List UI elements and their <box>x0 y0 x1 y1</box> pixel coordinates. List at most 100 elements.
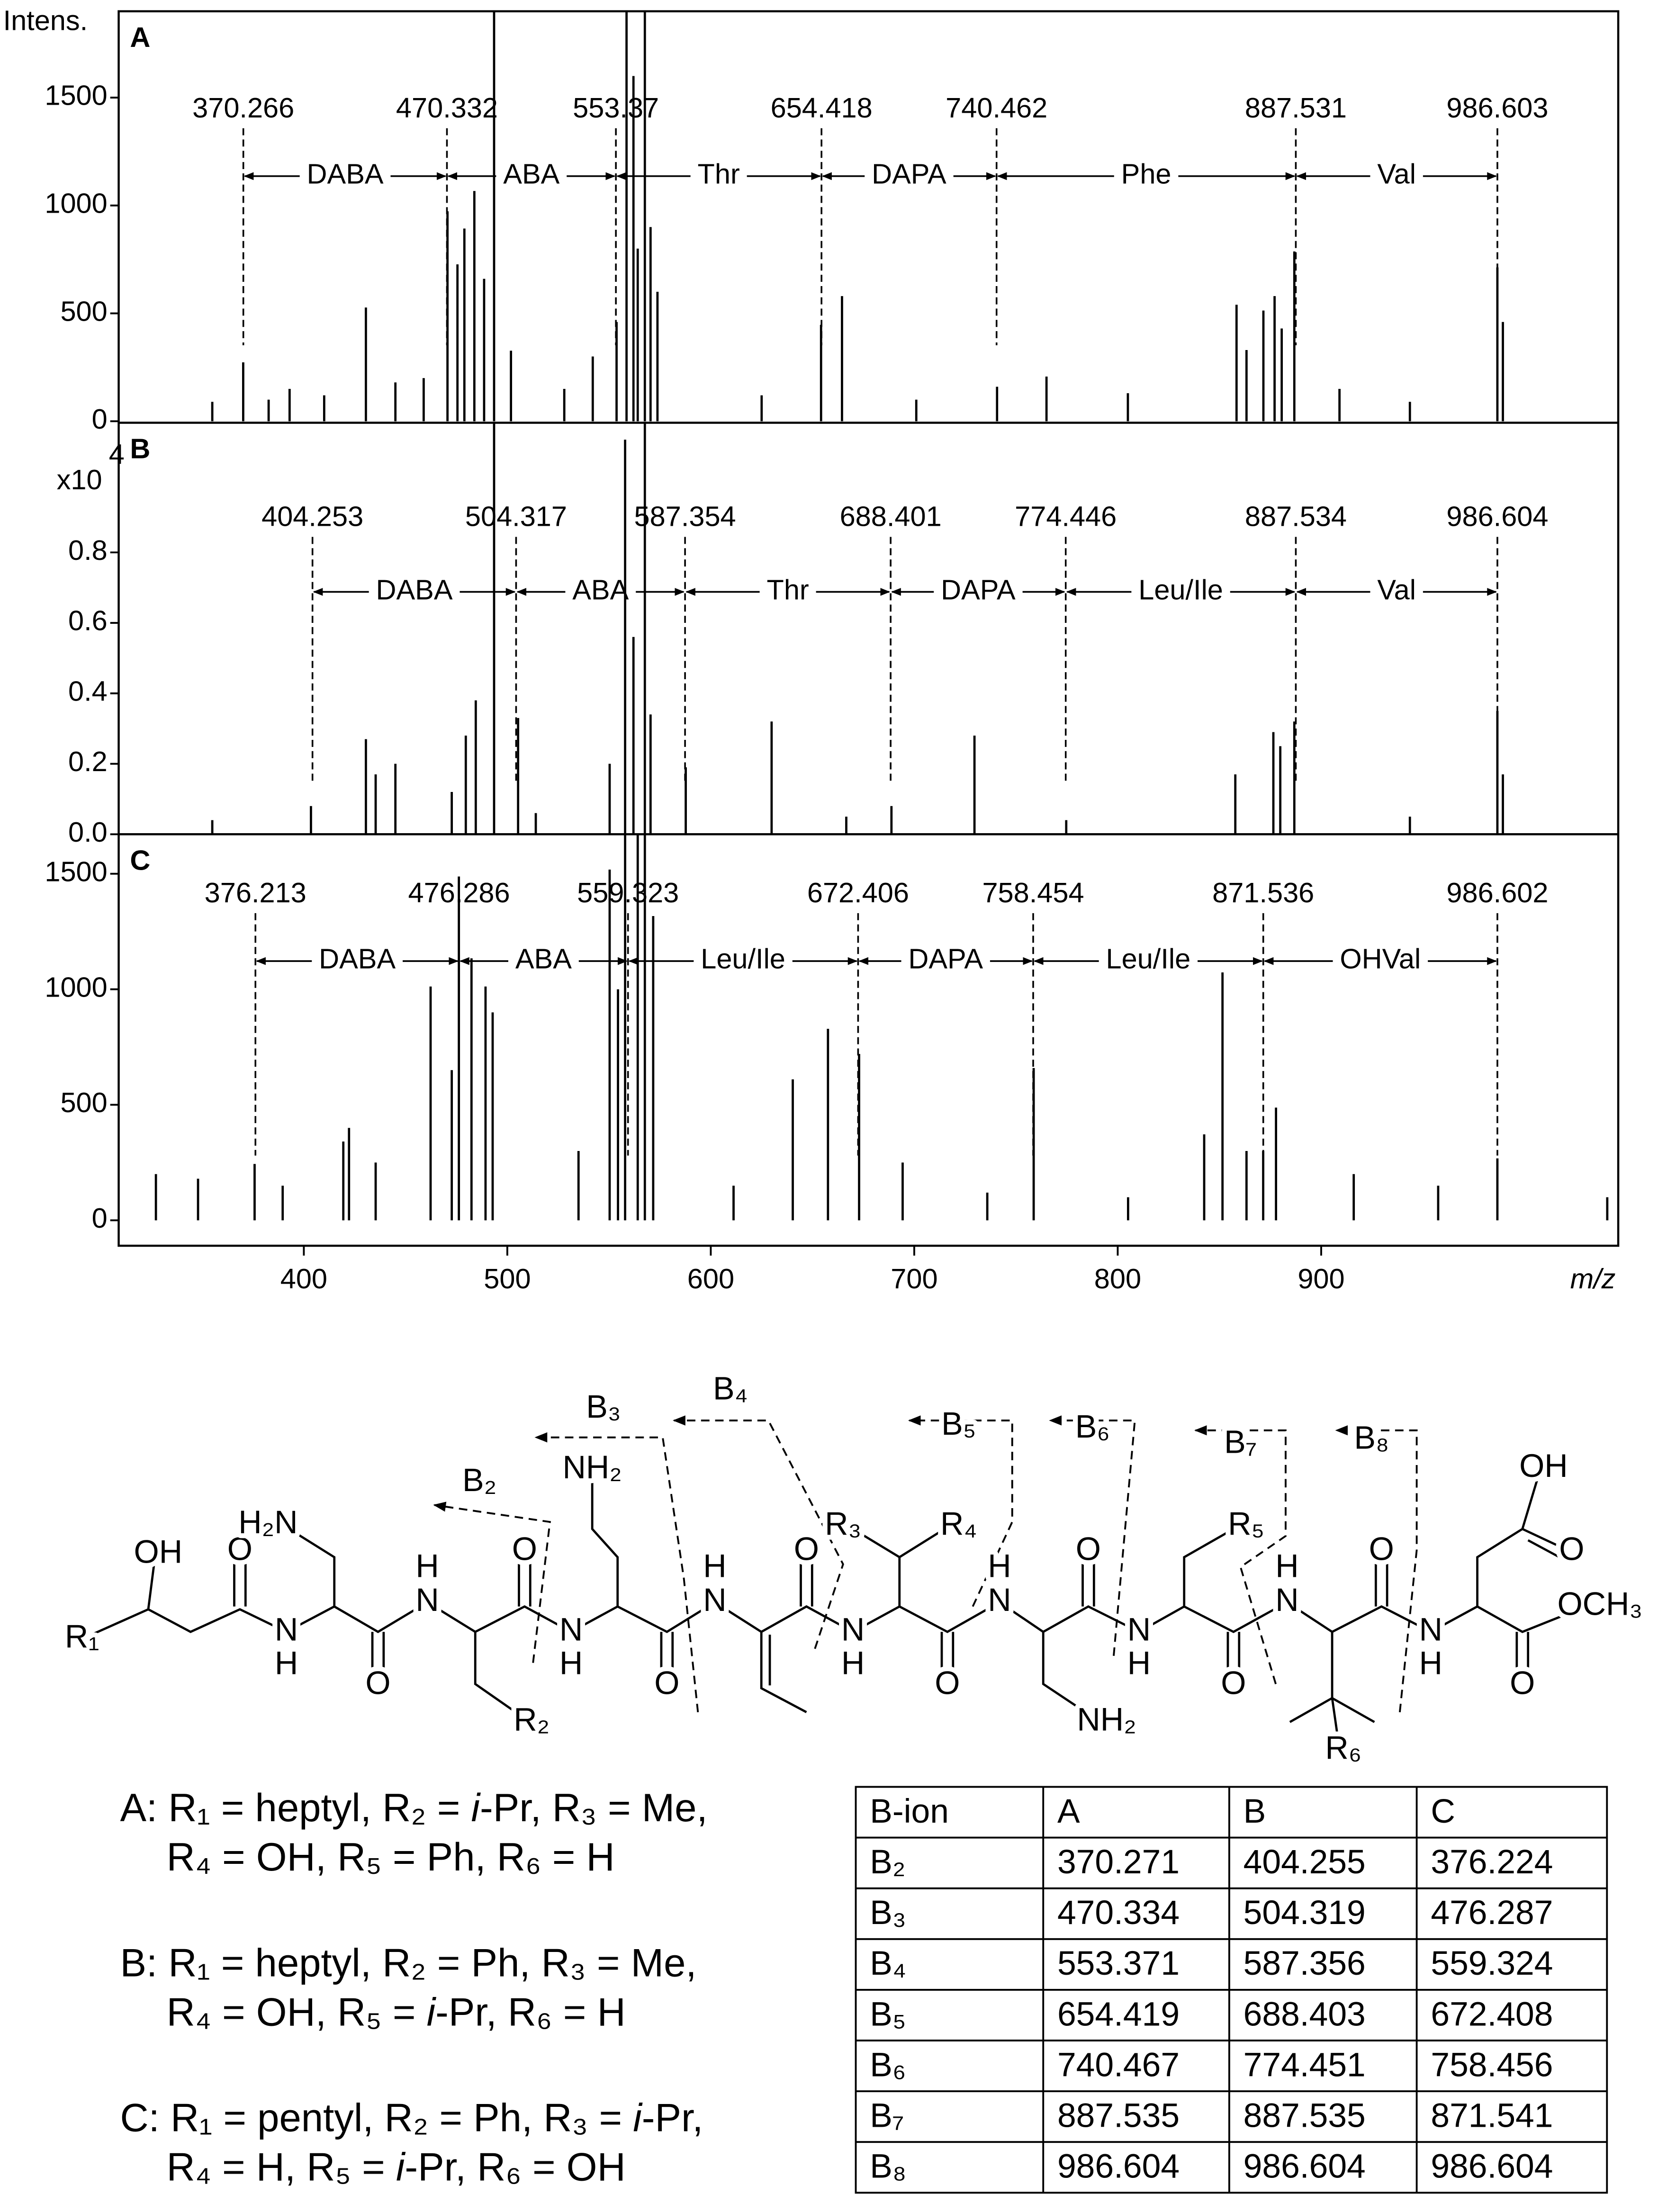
table-cell: B₂ <box>870 1843 905 1881</box>
atom-label: NH₂ <box>1077 1702 1136 1738</box>
y-axis-exponent: 4 <box>109 439 125 470</box>
residue-label: Leu/Ile <box>1138 574 1223 605</box>
peak-label: 887.531 <box>1245 92 1347 124</box>
table-header: B <box>1244 1792 1266 1830</box>
peak-label: 376.213 <box>205 877 306 908</box>
plot-frame <box>117 10 1620 1247</box>
peak-label: 758.454 <box>982 877 1084 908</box>
legend-line: R₄ = H, R₅ = i-Pr, R₆ = OH <box>167 2145 626 2189</box>
peak-label: 887.534 <box>1245 501 1347 532</box>
table-cell: B₄ <box>870 1944 906 1982</box>
y-tick-label: 0.2 <box>68 746 108 777</box>
peak-label: 470.332 <box>396 92 498 124</box>
atom-label: O <box>365 1665 390 1701</box>
table-cell: B₃ <box>870 1894 906 1932</box>
atom-label: H <box>988 1548 1011 1584</box>
table-header: B-ion <box>870 1792 949 1830</box>
table-cell: B₇ <box>870 2096 904 2134</box>
panel-label: B <box>130 433 150 465</box>
peak-label: 370.266 <box>192 92 294 124</box>
residue-label: Val <box>1377 158 1416 190</box>
atom-label: O <box>227 1531 252 1567</box>
peaks <box>154 834 1609 1221</box>
table-cell: 774.451 <box>1244 2046 1366 2084</box>
peak-label: 654.418 <box>771 92 873 124</box>
atom-label: R₅ <box>1228 1506 1264 1542</box>
cleavage <box>534 1432 699 1712</box>
y-tick-label: 0.6 <box>68 605 108 637</box>
fragment-label: B₄ <box>713 1371 748 1407</box>
atom-label: N <box>275 1611 298 1647</box>
x-tick-label: 800 <box>1094 1263 1141 1295</box>
table-cell: 404.255 <box>1244 1843 1366 1881</box>
residue-label: Leu/Ile <box>701 943 785 975</box>
y-tick-label: 1000 <box>45 971 107 1003</box>
table-cell: 986.604 <box>1431 2148 1553 2185</box>
table-cell: B₅ <box>870 1995 906 2033</box>
y-tick-label: 500 <box>60 295 107 327</box>
atom-label: O <box>654 1665 679 1701</box>
table-header: A <box>1057 1792 1080 1830</box>
table-cell: 376.224 <box>1431 1843 1553 1881</box>
cleavage <box>673 1415 844 1649</box>
cleavage <box>908 1415 1013 1607</box>
atom-label: NH₂ <box>562 1449 622 1485</box>
x-tick-label: 700 <box>891 1263 937 1295</box>
y-axis-label: x10 <box>57 464 102 495</box>
fragment-label: B₂ <box>462 1462 496 1498</box>
atom-label: OH <box>134 1534 183 1570</box>
atom-label: H <box>559 1646 583 1681</box>
atom-label: O <box>1221 1665 1246 1701</box>
atom-label: O <box>512 1531 537 1567</box>
residue-label: ABA <box>503 158 559 190</box>
residue-label: Thr <box>766 574 809 605</box>
atom-label: N <box>703 1582 726 1618</box>
peak-label: 559.323 <box>577 877 679 908</box>
atom-label: N <box>1275 1582 1298 1618</box>
table-cell: 758.456 <box>1431 2046 1553 2084</box>
x-tick-label: 500 <box>484 1263 531 1295</box>
panel-label: C <box>130 844 150 876</box>
atom-label: OH <box>1519 1448 1568 1484</box>
y-tick-label: 1500 <box>45 855 107 887</box>
table-cell: 887.535 <box>1057 2096 1180 2134</box>
atom-label: OCH₃ <box>1557 1586 1642 1622</box>
atom-label: R₁ <box>65 1619 99 1655</box>
y-axis-label: Intens. <box>3 4 88 36</box>
cleavage <box>1194 1425 1287 1684</box>
table-cell: 553.371 <box>1057 1944 1180 1982</box>
legend-line: C: R₁ = pentyl, R₂ = Ph, R₃ = i-Pr, <box>120 2096 703 2140</box>
residue-label: ABA <box>515 943 572 975</box>
residue-label: Val <box>1377 574 1416 605</box>
peak-label: 504.317 <box>465 501 567 532</box>
peak-label: 986.603 <box>1446 92 1548 124</box>
residue-label: DABA <box>376 574 453 605</box>
peaks <box>211 11 1504 422</box>
table-cell: B₈ <box>870 2148 906 2185</box>
cleavage <box>1049 1415 1136 1656</box>
fragment-label: B₈ <box>1354 1420 1389 1456</box>
residue-label: OHVal <box>1340 943 1421 975</box>
residue-label: DABA <box>319 943 396 975</box>
atom-label: R₆ <box>1325 1730 1361 1766</box>
bond <box>81 1472 1586 1748</box>
table-cell: 559.324 <box>1431 1944 1553 1982</box>
atom-label: R₄ <box>940 1506 977 1542</box>
peak-label: 986.604 <box>1446 501 1548 532</box>
table-cell: 986.604 <box>1057 2148 1180 2185</box>
fragment-label: B₅ <box>941 1406 976 1442</box>
y-tick-label: 0 <box>92 1202 108 1234</box>
y-tick-label: 0 <box>92 403 108 435</box>
legend-line: A: R₁ = heptyl, R₂ = i-Pr, R₃ = Me, <box>120 1786 708 1830</box>
atom-label: H <box>1275 1548 1298 1584</box>
peak-label: 553.37 <box>573 92 659 124</box>
fragment-label: B₆ <box>1075 1409 1110 1445</box>
x-tick-label: 600 <box>687 1263 734 1295</box>
atom-label: H <box>1127 1646 1151 1681</box>
atom-label: O <box>1369 1531 1394 1567</box>
atom-label: N <box>841 1611 865 1647</box>
atom-label: O <box>1076 1531 1101 1567</box>
